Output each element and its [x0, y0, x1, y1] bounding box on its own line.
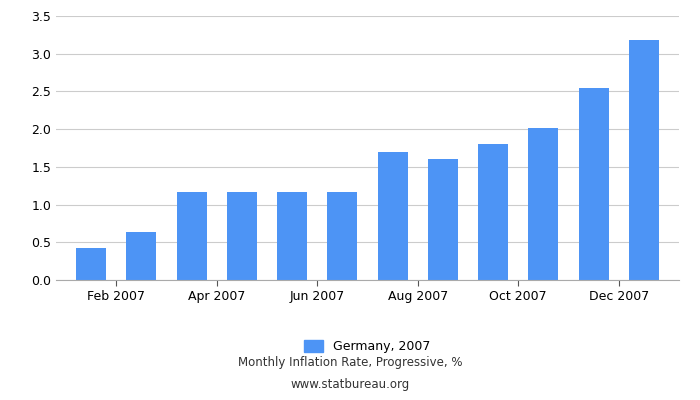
Bar [629, 40, 659, 280]
Bar [227, 192, 257, 280]
Bar [428, 159, 458, 280]
Bar [328, 192, 358, 280]
Bar [478, 144, 508, 280]
Bar [377, 152, 407, 280]
Bar [578, 88, 609, 280]
Bar [126, 232, 157, 280]
Bar [76, 248, 106, 280]
Text: Monthly Inflation Rate, Progressive, %: Monthly Inflation Rate, Progressive, % [238, 356, 462, 369]
Legend: Germany, 2007: Germany, 2007 [300, 335, 435, 358]
Bar [277, 192, 307, 280]
Bar [528, 128, 559, 280]
Bar [176, 192, 206, 280]
Text: www.statbureau.org: www.statbureau.org [290, 378, 410, 391]
